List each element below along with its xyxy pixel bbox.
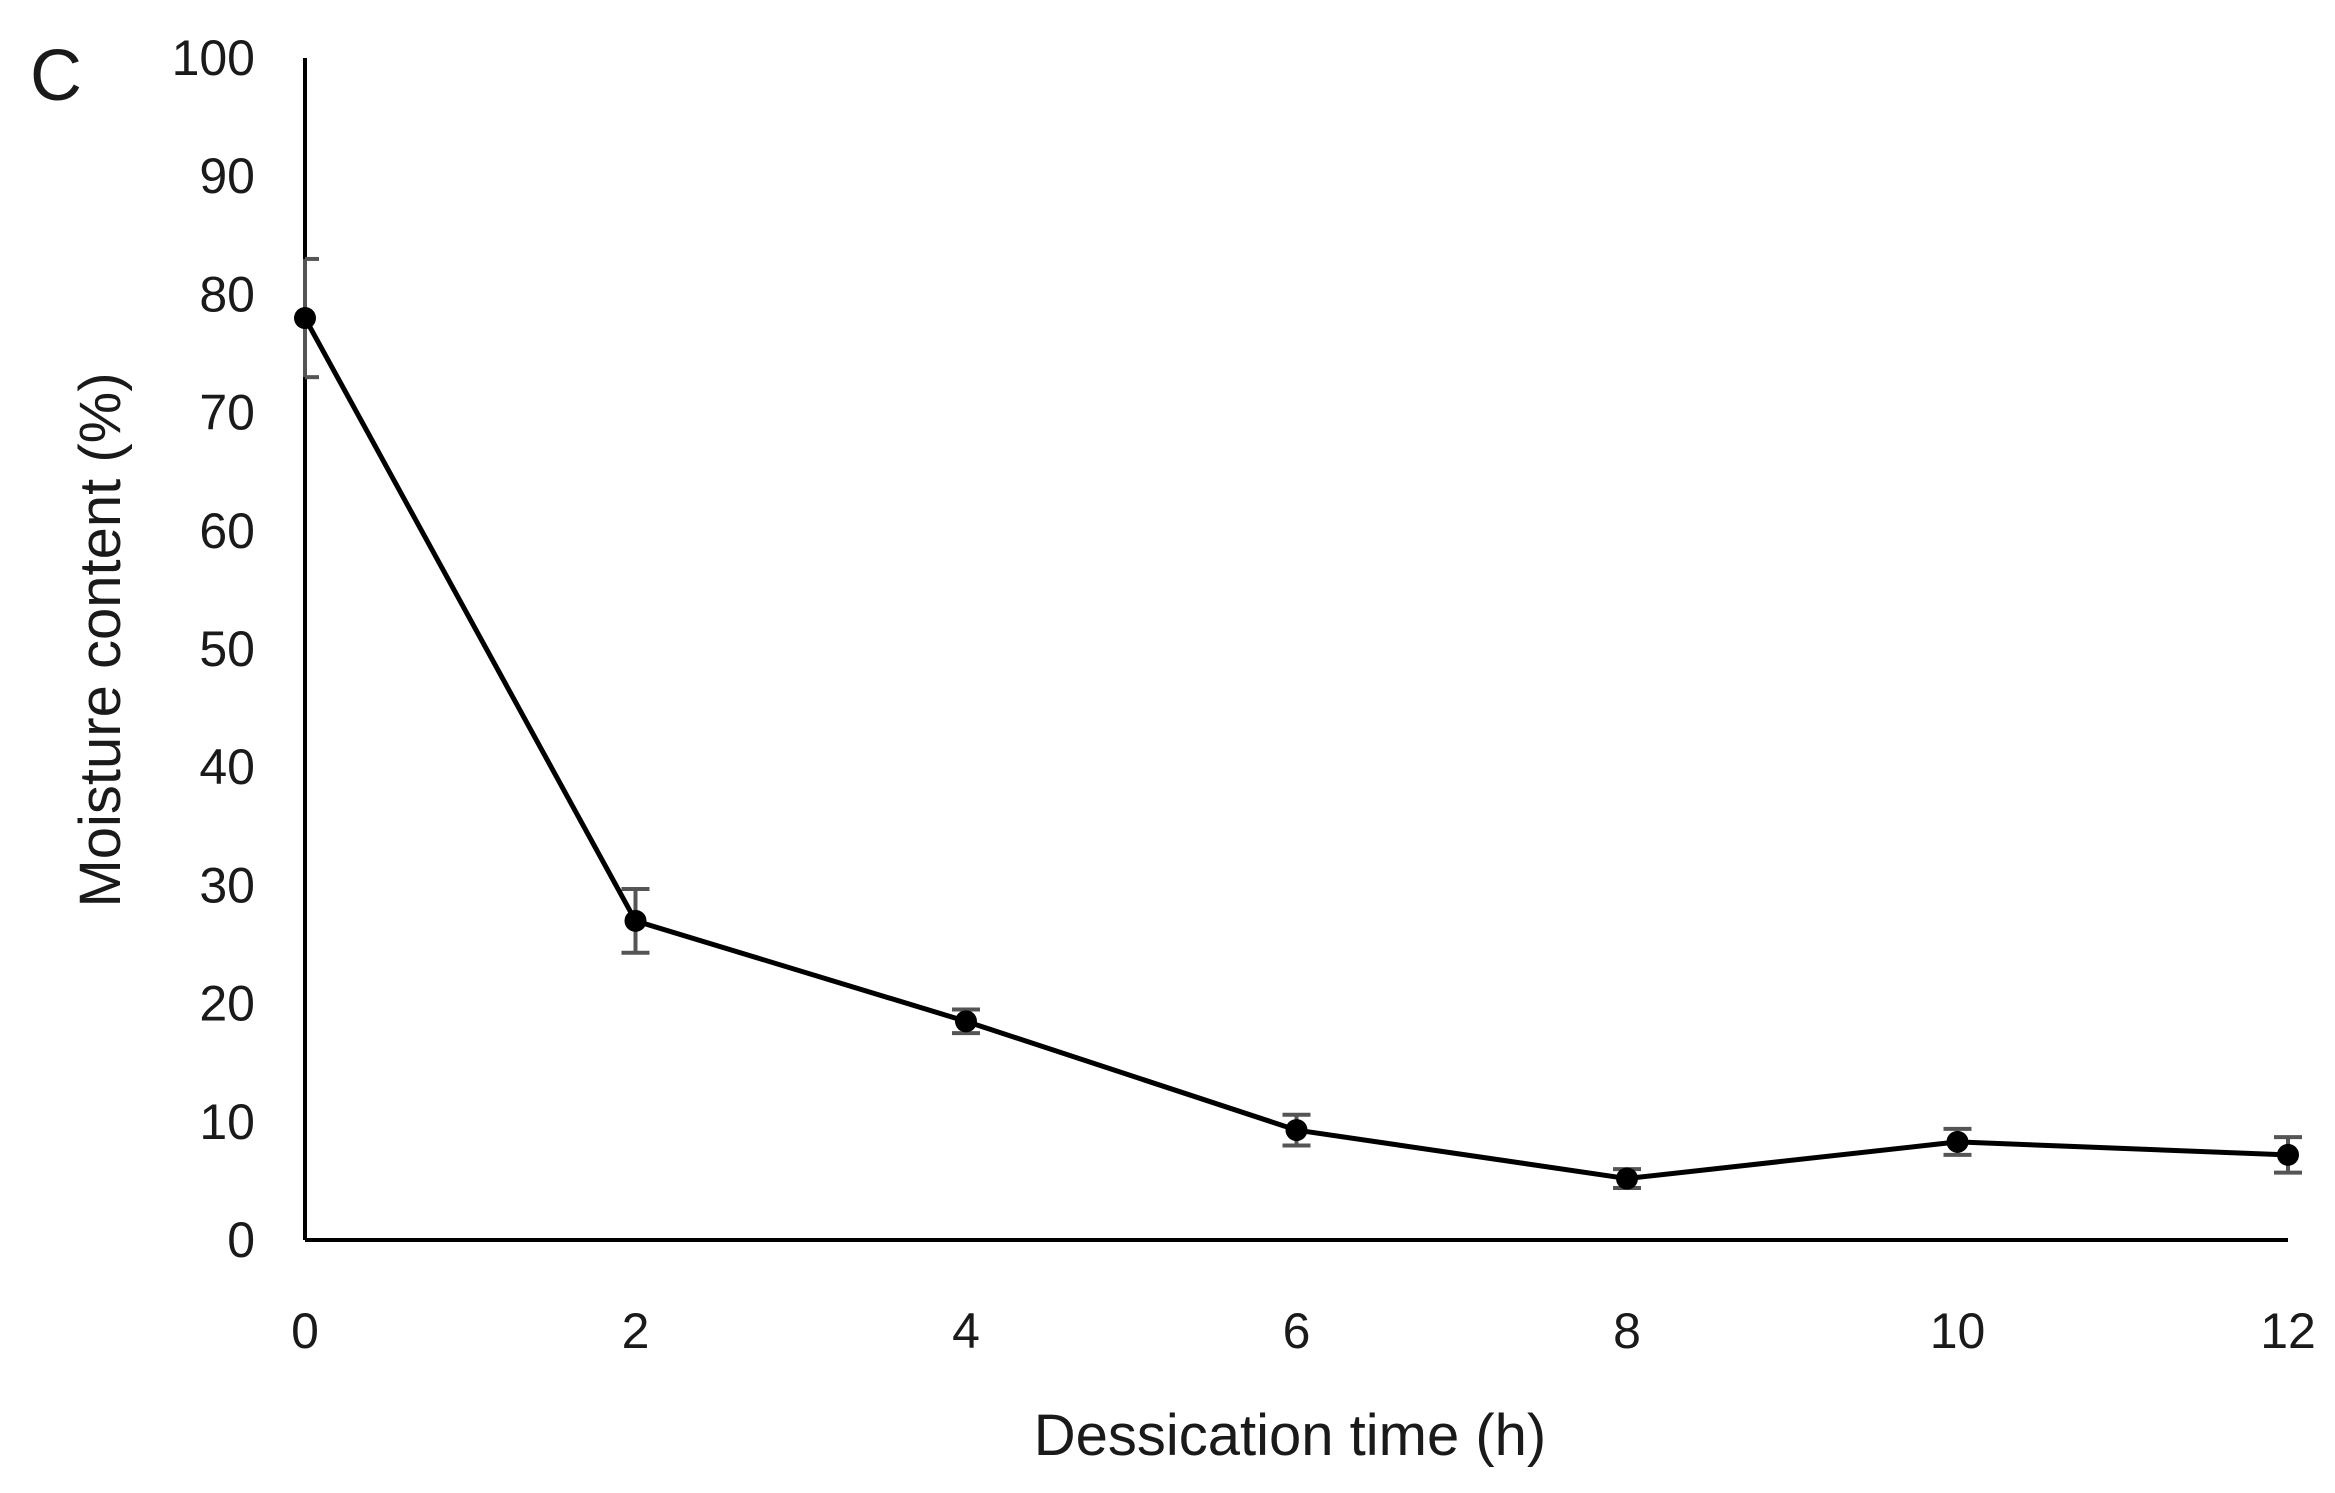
data-point [955, 1010, 977, 1033]
y-tick-label: 60 [199, 503, 255, 559]
x-tick-labels: 0 2 4 6 8 10 12 [291, 1303, 2316, 1359]
x-tick-label: 12 [2260, 1303, 2316, 1359]
data-point [1285, 1119, 1308, 1142]
data-series [294, 307, 2299, 1190]
y-tick-label: 0 [227, 1212, 255, 1268]
axes [303, 58, 2288, 1242]
x-tick-label: 0 [291, 1303, 319, 1359]
x-tick-label: 2 [622, 1303, 650, 1359]
y-tick-label: 50 [199, 621, 255, 677]
data-point [624, 909, 647, 932]
x-tick-label: 6 [1283, 1303, 1311, 1359]
y-tick-label: 70 [199, 385, 255, 441]
data-point [294, 307, 316, 330]
data-point [2277, 1143, 2299, 1166]
y-tick-label: 40 [199, 739, 255, 795]
y-axis-title: Moisture content (%) [68, 372, 133, 907]
error-bars [303, 256, 2302, 1190]
x-tick-label: 4 [952, 1303, 980, 1359]
y-tick-label: 20 [199, 976, 255, 1032]
y-tick-label: 100 [172, 30, 255, 86]
y-tick-label: 30 [199, 857, 255, 913]
data-point [1616, 1167, 1638, 1190]
y-tick-label: 90 [199, 148, 255, 204]
y-tick-label: 10 [199, 1094, 255, 1150]
x-axis-title: Dessication time (h) [1034, 1403, 1546, 1468]
series-line [302, 316, 2289, 1182]
x-tick-label: 8 [1613, 1303, 1641, 1359]
y-tick-label: 80 [199, 266, 255, 322]
data-point [1946, 1130, 1969, 1153]
y-tick-labels: 0 10 20 30 40 50 60 70 80 90 100 [172, 30, 255, 1268]
x-tick-label: 10 [1930, 1303, 1986, 1359]
panel-label: C [30, 36, 82, 116]
